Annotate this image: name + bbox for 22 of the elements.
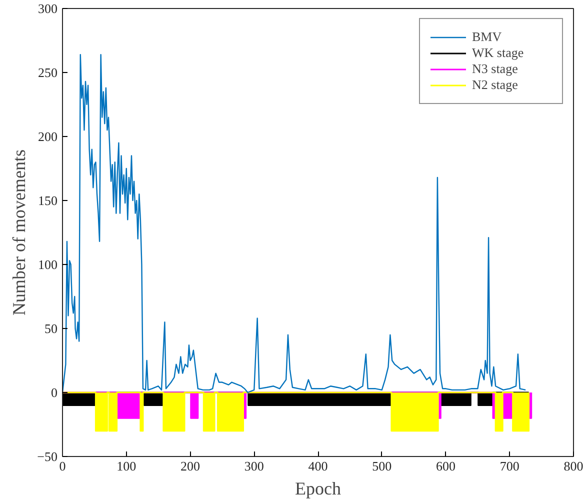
legend-label: WK stage — [472, 45, 525, 61]
x-tick-label: 300 — [244, 458, 264, 474]
x-tick-label: 200 — [180, 458, 200, 474]
x-tick-label: 400 — [308, 458, 328, 474]
y-tick-label: 100 — [38, 257, 58, 272]
y-tick-label: 150 — [38, 193, 58, 208]
y-tick-label: 50 — [44, 321, 58, 336]
x-tick-label: 500 — [372, 458, 392, 474]
y-tick-label: −50 — [37, 449, 58, 464]
x-tick-label: 800 — [564, 458, 584, 474]
y-tick-label: 250 — [38, 65, 58, 80]
legend-label: N2 stage — [472, 77, 519, 93]
y-axis-title: Number of movements — [9, 150, 30, 316]
x-tick-label: 700 — [500, 458, 520, 474]
y-tick-label: 200 — [38, 129, 58, 144]
x-tick-label: 100 — [116, 458, 136, 474]
legend-label: BMV — [472, 29, 503, 45]
y-tick-label: 300 — [38, 1, 58, 16]
x-tick-label: 600 — [436, 458, 456, 474]
y-tick-label: 0 — [51, 385, 58, 400]
x-axis-title: Epoch — [295, 478, 341, 498]
legend-label: N3 stage — [472, 61, 519, 77]
